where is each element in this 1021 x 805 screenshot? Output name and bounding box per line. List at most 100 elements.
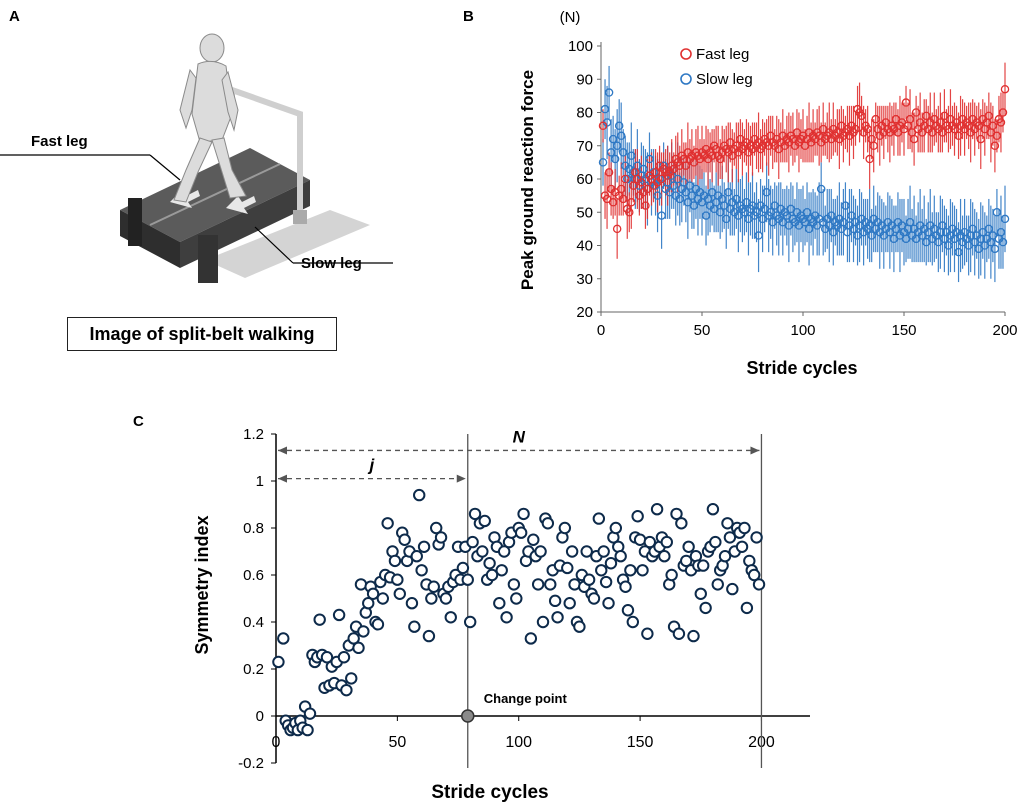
- symmetry-point: [752, 578, 766, 591]
- symmetry-point: [747, 568, 761, 582]
- symmetry-point: [536, 615, 550, 629]
- symmetry-point: [430, 521, 443, 535]
- panel-a-letter: A: [9, 8, 20, 25]
- fast-leg-point: [871, 114, 880, 124]
- symmetry-point: [740, 601, 754, 615]
- symmetry-point: [697, 559, 710, 572]
- symmetry-point: [726, 582, 739, 596]
- slow-leg-point: [618, 148, 628, 157]
- slow-leg-point: [954, 247, 963, 257]
- force-x-tick-label: 100: [790, 322, 815, 339]
- symmetry-point: [485, 568, 499, 582]
- symmetry-point: [699, 601, 712, 615]
- slow-leg-point: [748, 201, 757, 210]
- slow-leg-point: [992, 207, 1002, 217]
- symmetry-point: [510, 592, 523, 605]
- symmetry-y-tick-label: 0.6: [243, 567, 264, 584]
- symmetry-y-tick-label: 0.4: [243, 614, 264, 631]
- symmetry-point: [580, 545, 593, 558]
- symmetry-point: [621, 604, 635, 617]
- symmetry-point: [362, 597, 375, 610]
- symmetry-point: [723, 531, 737, 544]
- symmetry-point: [614, 550, 627, 563]
- symmetry-point: [332, 608, 346, 622]
- symmetry-point: [595, 564, 608, 577]
- fast-leg-point: [863, 124, 872, 134]
- symmetry-point: [650, 503, 664, 516]
- symmetry-point: [641, 627, 654, 640]
- symmetry-point: [434, 531, 448, 544]
- slow-leg-point: [639, 164, 648, 174]
- span-arrow-head-right-N: [750, 446, 760, 455]
- slow-leg-point: [732, 194, 741, 204]
- slow-leg-point: [600, 104, 610, 114]
- fast-leg-point: [988, 121, 998, 131]
- force-x-axis-label: Stride cycles: [746, 358, 857, 378]
- slow-leg-point: [645, 154, 654, 164]
- fast-leg-point: [637, 178, 646, 187]
- symmetry-point: [497, 545, 511, 558]
- symmetry-point: [568, 578, 581, 591]
- symmetry-point: [544, 578, 557, 591]
- legend-label-fast: Fast leg: [696, 46, 749, 63]
- symmetry-point: [563, 597, 576, 610]
- symmetry-point: [313, 613, 326, 626]
- fast-leg-point: [851, 124, 860, 134]
- treadmill-post-left: [128, 198, 142, 246]
- symmetry-point: [534, 545, 547, 558]
- fast-leg-point: [625, 207, 634, 217]
- symmetry-point: [413, 488, 426, 502]
- symmetry-point: [507, 578, 521, 591]
- illustration-caption: Image of split-belt walking: [67, 317, 337, 351]
- slow-leg-label: Slow leg: [301, 255, 362, 272]
- symmetry-x-axis-label: Stride cycles: [431, 782, 548, 803]
- slow-leg-point: [614, 121, 624, 131]
- symmetry-point: [735, 540, 749, 554]
- symmetry-point: [417, 540, 431, 554]
- symmetry-point: [709, 535, 722, 549]
- symmetry-point: [410, 550, 423, 563]
- symmetry-point: [531, 578, 545, 591]
- symmetry-point: [643, 535, 656, 549]
- symmetry-point: [408, 620, 421, 633]
- slow-leg-point: [657, 211, 666, 220]
- force-y-tick-label: 80: [576, 105, 593, 122]
- symmetry-point: [514, 526, 528, 539]
- span-arrow-head-right-j: [456, 474, 466, 483]
- symmetry-point: [444, 611, 457, 624]
- symmetry-point: [352, 641, 365, 655]
- symmetry-point: [422, 629, 436, 643]
- symmetry-point: [303, 707, 317, 720]
- symmetry-point: [626, 615, 640, 629]
- force-y-tick-label: 70: [576, 138, 593, 155]
- handrail-base: [293, 210, 307, 224]
- span-arrow-head-left-j: [278, 474, 287, 483]
- span-arrow-head-left-N: [278, 446, 287, 455]
- change-point-marker: [461, 709, 475, 723]
- symmetry-point: [680, 554, 693, 568]
- symmetry-point: [609, 521, 623, 535]
- force-y-tick-label: 30: [576, 271, 593, 288]
- fast-leg-point: [707, 151, 717, 160]
- fast-leg-leader-line-diag: [149, 154, 181, 181]
- symmetry-point: [517, 507, 530, 521]
- slow-leg-point: [762, 188, 771, 197]
- fast-leg-label: Fast leg: [31, 133, 88, 150]
- slow-leg-point: [905, 217, 915, 227]
- slow-leg-point: [653, 191, 662, 200]
- fast-leg-point: [954, 131, 963, 141]
- symmetry-point: [478, 514, 491, 528]
- symmetry-point: [468, 507, 482, 521]
- symmetry-point: [398, 533, 411, 546]
- symmetry-point: [301, 723, 314, 737]
- slow-leg-point: [752, 207, 761, 217]
- symmetry-point: [483, 557, 496, 570]
- symmetry-point: [687, 629, 700, 643]
- slow-leg-point: [701, 211, 711, 220]
- fast-leg-point: [992, 131, 1002, 141]
- symmetry-point: [604, 557, 618, 570]
- symmetry-point: [277, 632, 290, 645]
- fast-leg-point: [996, 118, 1006, 127]
- fast-leg-point: [618, 194, 628, 204]
- fast-leg-point: [976, 134, 986, 144]
